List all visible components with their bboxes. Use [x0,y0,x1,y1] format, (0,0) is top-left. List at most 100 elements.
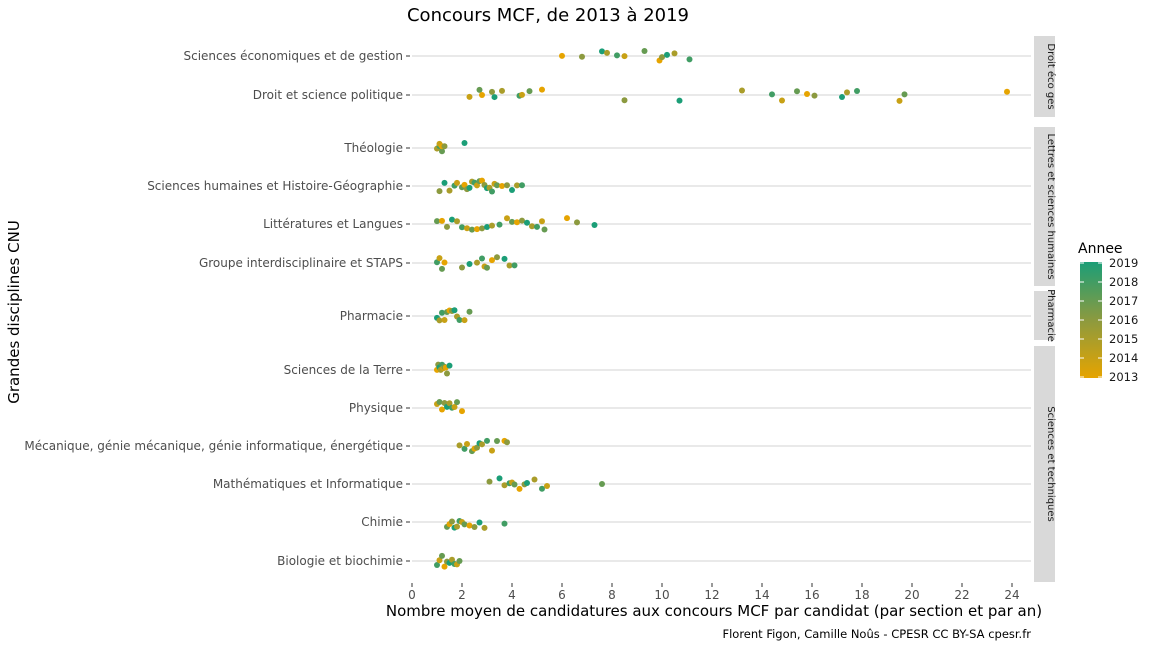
data-point [844,89,850,96]
y-tick-label: Théologie [343,141,403,155]
data-point [434,218,440,225]
data-point [489,257,495,264]
data-point [501,520,508,527]
data-point [804,91,810,98]
data-point [474,259,480,266]
facet-strip-label: Droit éco ges [1045,43,1057,109]
chart-title: Concours MCF, de 2013 à 2019 [407,5,689,26]
y-tick-label: Littératures et Langues [263,217,403,231]
data-point [439,309,445,316]
data-point [664,51,670,58]
data-point [464,441,470,448]
data-point [854,88,860,95]
data-point [529,223,535,230]
data-point [514,219,520,226]
data-point [579,53,585,60]
data-point [486,478,493,485]
y-tick-label: Mathématiques et Informatique [213,477,403,491]
legend-label: 2019 [1109,256,1138,270]
data-point [441,143,448,150]
facet-strip [1034,127,1055,286]
data-point [436,317,443,324]
data-point [484,437,490,444]
data-point [659,54,665,61]
data-point [439,265,445,272]
data-point [441,259,448,266]
x-tick-label: 6 [558,588,566,602]
data-point [439,406,445,413]
data-point [466,522,473,529]
data-point [494,437,500,444]
caption: Florent Figon, Camille Noûs - CPESR CC B… [722,627,1031,641]
data-point [474,444,480,451]
data-point [461,139,468,146]
data-point [539,86,545,93]
data-point [901,91,908,98]
y-tick-label: Sciences économiques et de gestion [183,49,403,63]
y-tick-label: Pharmacie [340,309,403,323]
y-tick-label: Sciences de la Terre [284,363,403,377]
data-point [476,519,483,526]
data-point [474,226,480,233]
panel-background [412,346,1031,582]
data-point [504,215,510,222]
data-point [446,187,453,194]
data-point [504,182,510,189]
x-tick-label: 16 [804,588,819,602]
data-point [469,226,475,233]
y-tick-label: Biologie et biochimie [277,554,403,568]
data-point [444,370,450,377]
data-point [519,91,525,98]
data-point [459,224,465,231]
data-point [454,399,460,406]
facet-panel: Sciences et techniques Sciences de la Ter… [24,346,1056,582]
data-point [779,97,785,104]
facet-strip-label: Lettres et sciences humaines [1045,133,1056,279]
data-point [491,94,498,101]
data-point [811,92,818,99]
data-point [436,255,443,262]
data-point [614,52,620,59]
y-tick-label: Droit et science politique [253,88,403,102]
data-point [441,316,448,323]
data-point [509,218,515,225]
data-point [456,316,463,323]
data-point [479,441,485,448]
data-point [544,482,550,489]
data-point [496,475,503,482]
data-point [524,480,530,487]
x-tick-label: 22 [954,588,969,602]
data-point [479,225,485,232]
data-point [479,255,485,262]
x-tick-label: 0 [408,588,416,602]
data-point [451,307,458,314]
data-point [511,481,518,488]
data-point [461,317,468,324]
data-point [484,264,490,271]
y-tick-label: Chimie [361,515,403,529]
x-tick-label: 12 [704,588,719,602]
x-tick-label: 10 [654,588,669,602]
data-point [456,558,463,565]
data-point [489,188,495,195]
y-tick-label: Physique [349,401,403,415]
data-point [641,47,648,54]
data-point [466,261,473,268]
data-point [499,87,505,94]
data-point [534,223,540,230]
data-point [524,219,530,226]
data-point [514,182,520,189]
data-point [599,480,605,487]
data-point [434,561,440,568]
data-point [444,223,450,230]
data-point [496,221,503,228]
data-point [436,399,443,406]
data-point [436,557,443,564]
data-point [541,226,548,233]
facet-strip [1034,36,1055,117]
data-point [449,216,455,223]
data-point [454,218,460,225]
y-tick-label: Sciences humaines et Histoire-Géographie [147,179,403,193]
data-point [739,87,745,94]
data-point [454,179,460,186]
